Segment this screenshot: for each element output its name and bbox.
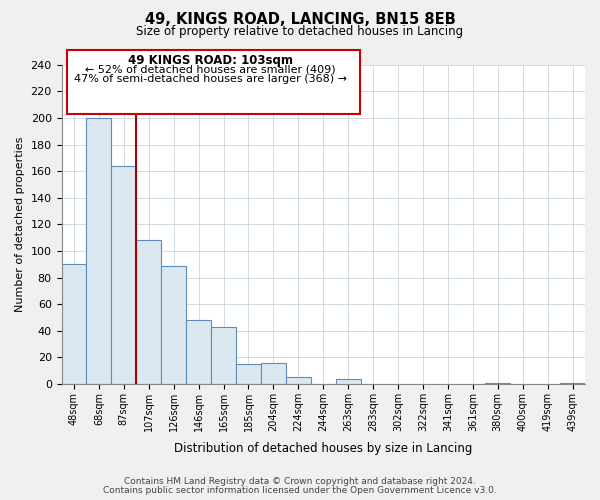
- Bar: [186, 320, 211, 384]
- Bar: [560, 382, 585, 384]
- Y-axis label: Number of detached properties: Number of detached properties: [15, 136, 25, 312]
- Text: 49, KINGS ROAD, LANCING, BN15 8EB: 49, KINGS ROAD, LANCING, BN15 8EB: [145, 12, 455, 28]
- Text: ← 52% of detached houses are smaller (409): ← 52% of detached houses are smaller (40…: [85, 65, 336, 75]
- Text: Contains public sector information licensed under the Open Government Licence v3: Contains public sector information licen…: [103, 486, 497, 495]
- Text: Size of property relative to detached houses in Lancing: Size of property relative to detached ho…: [136, 25, 464, 38]
- FancyBboxPatch shape: [67, 50, 360, 114]
- Bar: [261, 362, 286, 384]
- X-axis label: Distribution of detached houses by size in Lancing: Distribution of detached houses by size …: [174, 442, 472, 455]
- Bar: [485, 382, 510, 384]
- Text: Contains HM Land Registry data © Crown copyright and database right 2024.: Contains HM Land Registry data © Crown c…: [124, 477, 476, 486]
- Bar: [86, 118, 112, 384]
- Text: 47% of semi-detached houses are larger (368) →: 47% of semi-detached houses are larger (…: [74, 74, 347, 85]
- Bar: [236, 364, 261, 384]
- Bar: [161, 266, 186, 384]
- Bar: [62, 264, 86, 384]
- Text: 49 KINGS ROAD: 103sqm: 49 KINGS ROAD: 103sqm: [128, 54, 293, 66]
- Bar: [112, 166, 136, 384]
- Bar: [136, 240, 161, 384]
- Bar: [286, 377, 311, 384]
- Bar: [211, 326, 236, 384]
- Bar: [336, 378, 361, 384]
